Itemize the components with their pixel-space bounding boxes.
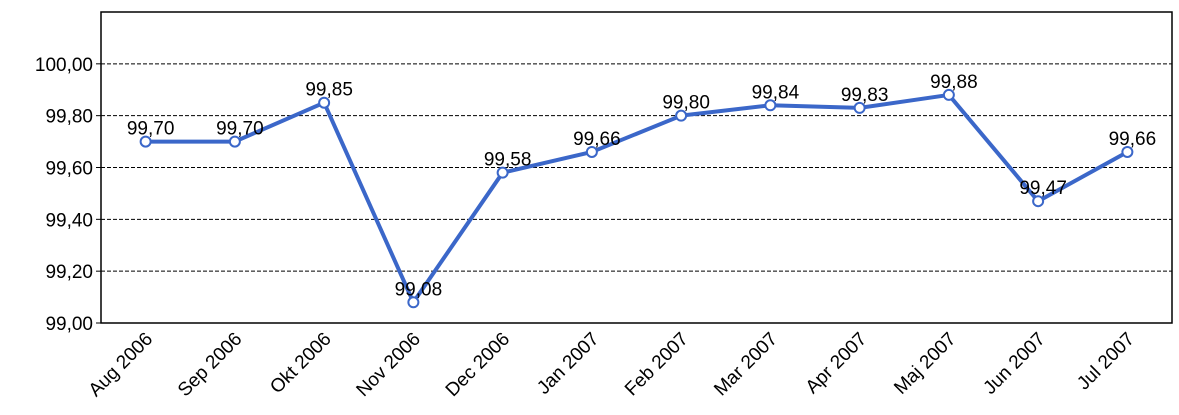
x-tick-label: Aug 2006 [85, 329, 157, 401]
data-point [853, 101, 866, 114]
data-label: 99,66 [573, 129, 621, 150]
data-label: 99,80 [662, 93, 710, 114]
data-label: 99,84 [752, 82, 800, 103]
x-tick-label: Feb 2007 [621, 329, 693, 401]
data-point [407, 296, 420, 309]
data-label: 99,85 [305, 80, 353, 101]
y-tick-label: 100,00 [35, 55, 93, 76]
x-tick-label: Mar 2007 [710, 329, 782, 401]
data-point [942, 88, 955, 101]
data-line [145, 92, 1129, 305]
x-tick-label: Apr 2007 [802, 329, 871, 398]
data-label: 99,70 [216, 119, 264, 140]
x-tick-label: Jan 2007 [533, 329, 603, 399]
data-label: 99,66 [1109, 129, 1157, 150]
data-label: 99,08 [395, 279, 443, 300]
data-label: 99,70 [127, 119, 175, 140]
y-tick-label: 99,00 [45, 314, 93, 335]
y-tick-label: 99,40 [45, 210, 93, 231]
x-tick-label: Okt 2006 [266, 329, 335, 398]
y-tick-label: 99,60 [45, 159, 93, 180]
y-tick-label: 99,80 [45, 107, 93, 128]
x-tick-label: Dec 2006 [442, 329, 514, 401]
data-label: 99,83 [841, 85, 889, 106]
data-label: 99,47 [1019, 178, 1067, 199]
x-tick-label: Maj 2007 [890, 329, 960, 399]
data-point [1121, 145, 1134, 158]
x-tick-label: Nov 2006 [353, 329, 425, 401]
x-tick-label: Sep 2006 [174, 329, 246, 401]
data-point [318, 96, 331, 109]
data-point [585, 145, 598, 158]
data-point [675, 109, 688, 122]
data-label: 99,58 [484, 150, 532, 171]
data-point [764, 99, 777, 112]
y-tick-label: 99,20 [45, 262, 93, 283]
x-tick-label: Jun 2007 [980, 329, 1050, 399]
data-point [139, 135, 152, 148]
data-point [496, 166, 509, 179]
data-point [228, 135, 241, 148]
data-point [1032, 195, 1045, 208]
x-tick-label: Jul 2007 [1073, 329, 1139, 395]
data-label: 99,88 [930, 72, 978, 93]
